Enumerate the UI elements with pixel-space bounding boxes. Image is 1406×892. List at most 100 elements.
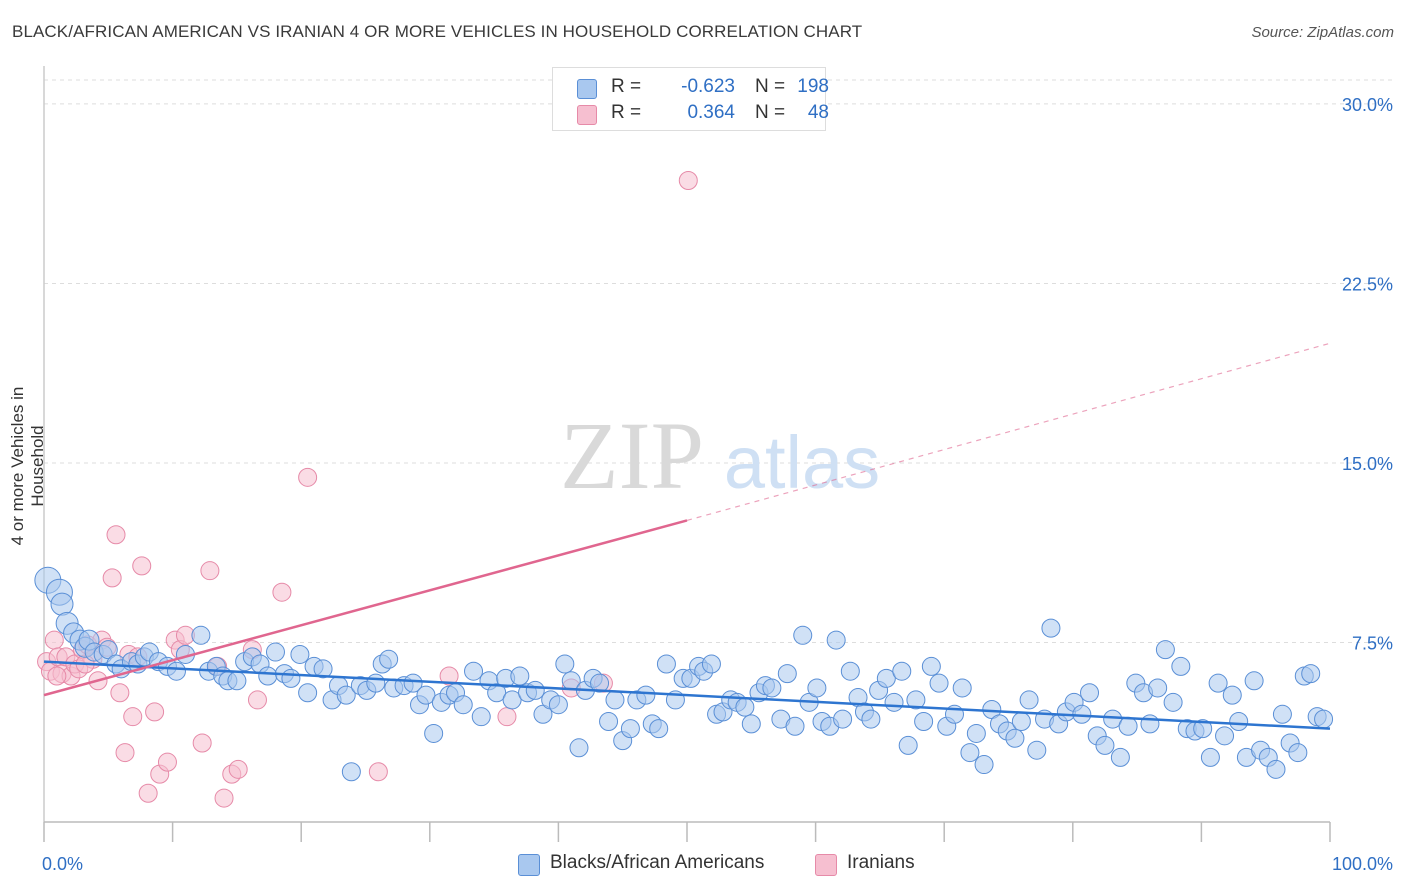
black-point (906, 690, 926, 710)
black-point (762, 678, 782, 698)
black-point (453, 695, 473, 715)
legend-r-label: R = (611, 76, 642, 97)
black-point (166, 661, 186, 681)
black-point (379, 649, 399, 669)
black-point (191, 625, 211, 645)
iranian-point (192, 733, 212, 753)
black-point (336, 685, 356, 705)
legend-r-value: -0.623 (681, 76, 735, 97)
watermark-zip: ZIP (560, 402, 704, 509)
black-point (569, 738, 589, 758)
black-point (1301, 664, 1321, 684)
legend-n-value: 48 (807, 102, 829, 123)
black-point (290, 644, 310, 664)
black-point (929, 673, 949, 693)
black-point (636, 685, 656, 705)
black-point (974, 755, 994, 775)
iranians-trend-line (43, 519, 688, 697)
black-point (258, 666, 278, 686)
trend-lines (43, 342, 1331, 730)
y-tick-label: 15.0% (1342, 454, 1393, 474)
black-point (1005, 728, 1025, 748)
black-point (656, 654, 676, 674)
iranian-point (145, 702, 165, 722)
black-point (1041, 618, 1061, 638)
black-point (833, 709, 853, 729)
y-tick-label: 7.5% (1352, 633, 1393, 653)
black-point (1171, 656, 1191, 676)
black-point (464, 661, 484, 681)
black-point (952, 678, 972, 698)
legend-swatch-blue (577, 79, 597, 99)
iranian-point (678, 171, 698, 191)
black-point (1148, 678, 1168, 698)
black-point (502, 690, 522, 710)
black-point (424, 723, 444, 743)
black-point (1110, 747, 1130, 767)
iranian-point (123, 707, 143, 727)
iranian-point (44, 630, 64, 650)
black-point (1314, 709, 1334, 729)
black-point (1193, 719, 1213, 739)
black-point (793, 625, 813, 645)
black-point (471, 707, 491, 727)
black-point (1103, 709, 1123, 729)
legend-n-value: 198 (797, 76, 829, 97)
legend-swatch-blue (518, 854, 540, 876)
black-point (298, 683, 318, 703)
black-point (921, 656, 941, 676)
black-point (366, 673, 386, 693)
black-point (281, 668, 301, 688)
black-point (701, 654, 721, 674)
iranian-point (298, 467, 318, 487)
legend-r-label: R = (611, 102, 642, 123)
iranian-point (439, 666, 459, 686)
iranians-trend-extension (686, 342, 1331, 521)
legend-n-label: N = (755, 102, 786, 123)
iranian-point (368, 762, 388, 782)
black-point (1222, 685, 1242, 705)
x-tick-label: 0.0% (42, 854, 83, 874)
axes (43, 66, 1331, 842)
black-point (876, 668, 896, 688)
iranian-point (214, 788, 234, 808)
black-point (50, 592, 74, 616)
watermark-atlas: atlas (724, 421, 880, 504)
black-point (341, 762, 361, 782)
y-tick-label: 22.5% (1342, 274, 1393, 294)
black-point (785, 716, 805, 736)
black-point (525, 680, 545, 700)
legend-label: Blacks/African Americans (550, 852, 765, 873)
black-point (1163, 692, 1183, 712)
black-point (807, 678, 827, 698)
legend-swatch-pink (577, 105, 597, 125)
iranian-point (115, 743, 135, 763)
black-point (1244, 671, 1264, 691)
black-point (1140, 714, 1160, 734)
black-point (1118, 716, 1138, 736)
black-point (826, 630, 846, 650)
legend-n-label: N = (755, 76, 786, 97)
black-point (1019, 690, 1039, 710)
legend-swatch-pink (815, 854, 837, 876)
iranian-point (497, 707, 517, 727)
black-point (487, 683, 507, 703)
black-point (966, 723, 986, 743)
legend-r-value: 0.364 (687, 102, 735, 123)
iranian-point (200, 561, 220, 581)
black-point (898, 735, 918, 755)
black-point (840, 661, 860, 681)
black-point (1229, 711, 1249, 731)
watermark: ZIP atlas (560, 402, 880, 509)
black-point (1095, 735, 1115, 755)
black-point (620, 719, 640, 739)
iranian-point (228, 759, 248, 779)
iranian-point (106, 525, 126, 545)
black-point (892, 661, 912, 681)
black-point (416, 685, 436, 705)
iranian-point (132, 556, 152, 576)
source-label: Source: ZipAtlas.com (1251, 24, 1394, 41)
black-point (1272, 704, 1292, 724)
chart-title: BLACK/AFRICAN AMERICAN VS IRANIAN 4 OR M… (12, 22, 863, 41)
